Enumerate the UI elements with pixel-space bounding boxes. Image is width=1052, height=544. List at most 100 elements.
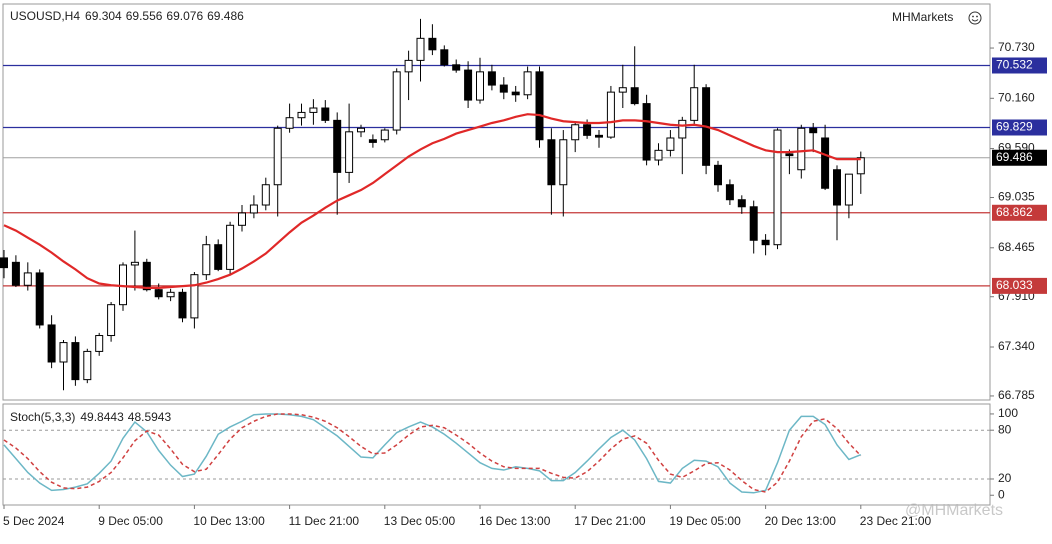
candle-body	[0, 257, 8, 269]
candle-body	[547, 139, 556, 186]
y-tick-label: 67.340	[998, 339, 1035, 353]
candle-body	[11, 261, 20, 286]
level-label: 70.532	[996, 58, 1033, 72]
open: 69.304	[85, 9, 122, 23]
stoch-line	[3, 413, 862, 493]
level-label: 68.862	[996, 205, 1033, 219]
candle-body	[142, 261, 151, 291]
candle-body	[737, 199, 746, 208]
level-label-bg	[992, 57, 1047, 74]
candle-body	[440, 49, 449, 66]
symbol: USOUSD,H4	[10, 9, 80, 23]
candle-body	[559, 139, 568, 186]
stoch-name: Stoch(5,3,3)	[10, 410, 75, 424]
high: 69.556	[126, 9, 163, 23]
candle-body	[773, 129, 782, 246]
candle-body	[571, 124, 580, 141]
stoch-header: Stoch(5,3,3) 49.8443 48.5943	[10, 410, 171, 424]
candle-body	[499, 84, 508, 93]
candle-body	[618, 87, 627, 93]
candle-body	[416, 37, 425, 61]
candle-body	[821, 137, 830, 189]
candle-body	[452, 64, 461, 71]
candle-body	[249, 204, 258, 214]
y-tick-label: 70.730	[998, 40, 1035, 54]
candle-body	[833, 169, 841, 206]
candle-body	[856, 157, 865, 175]
x-tick-label: 11 Dec 21:00	[289, 514, 360, 528]
candle-body	[487, 71, 496, 86]
level-label-bg	[992, 119, 1047, 136]
last-price-bg	[992, 149, 1047, 166]
stoch-y-tick-label: 0	[998, 487, 1005, 501]
candle-body	[190, 274, 199, 319]
candle-body	[333, 119, 342, 173]
x-tick-label: 20 Dec 13:00	[765, 514, 837, 528]
stoch-panel	[2, 403, 991, 506]
plot-layer: 70.73070.16069.59069.03568.46567.91067.3…	[0, 18, 1047, 528]
candle-body	[83, 350, 92, 381]
stoch-main: 49.8443	[80, 410, 124, 424]
x-tick-label: 17 Dec 21:00	[574, 514, 646, 528]
candle-body	[749, 206, 758, 241]
candle-body	[844, 173, 853, 206]
main-panel	[2, 3, 991, 401]
stoch-y-tick-label: 100	[998, 406, 1018, 420]
candle-body	[95, 335, 104, 352]
candle-body	[523, 71, 532, 96]
x-tick-label: 9 Dec 05:00	[98, 514, 163, 528]
y-tick-label: 69.035	[998, 190, 1035, 204]
candle-body	[785, 153, 794, 157]
candle-body	[202, 244, 211, 276]
smiley	[968, 11, 982, 25]
candle-body	[761, 239, 770, 246]
x-tick-label: 23 Dec 21:00	[860, 514, 932, 528]
candle-body	[154, 289, 163, 298]
y-tick-label: 70.160	[998, 90, 1035, 104]
low: 69.076	[166, 9, 203, 23]
candle-body	[309, 107, 318, 113]
stoch-y-tick-label: 20	[998, 471, 1012, 485]
x-tick-label: 5 Dec 2024	[3, 514, 65, 528]
candle-body	[71, 342, 80, 381]
candle-body	[166, 291, 175, 298]
level-label: 69.829	[996, 120, 1033, 134]
candle-body	[297, 111, 306, 119]
candle-body	[714, 164, 722, 186]
x-tick-label: 16 Dec 13:00	[479, 514, 551, 528]
candle-body	[119, 264, 127, 306]
logo: MHMarkets	[892, 10, 953, 24]
candle-body	[47, 324, 56, 363]
candle-body	[261, 184, 270, 206]
candle-body	[725, 184, 734, 201]
x-tick-label: 10 Dec 13:00	[193, 514, 265, 528]
moving-average	[3, 113, 861, 290]
candle-body	[690, 87, 699, 121]
candle-body	[583, 124, 592, 136]
close: 69.486	[207, 9, 244, 23]
candle-body	[345, 131, 354, 173]
candle-body	[428, 37, 437, 51]
candle-body	[642, 103, 651, 161]
candle-body	[595, 134, 603, 138]
level-label: 68.033	[996, 278, 1033, 292]
header: USOUSD,H4 69.304 69.556 69.076 69.486	[10, 9, 244, 23]
candle-body	[678, 119, 687, 139]
candle-body	[654, 149, 663, 161]
level-label-bg	[992, 204, 1047, 221]
stoch-y-tick-label: 80	[998, 422, 1012, 436]
candle-body	[464, 69, 473, 101]
level-label-bg	[992, 277, 1047, 294]
candle-body	[392, 71, 401, 131]
candle-body	[285, 117, 294, 129]
candle-body	[809, 127, 818, 134]
candle-body	[23, 272, 32, 286]
x-tick-label: 19 Dec 05:00	[669, 514, 741, 528]
candle-body	[606, 91, 615, 138]
candle-body	[35, 272, 44, 326]
candle-body	[357, 127, 365, 133]
candle-body	[630, 87, 639, 105]
candle-body	[214, 244, 223, 270]
candle-body	[666, 137, 675, 151]
